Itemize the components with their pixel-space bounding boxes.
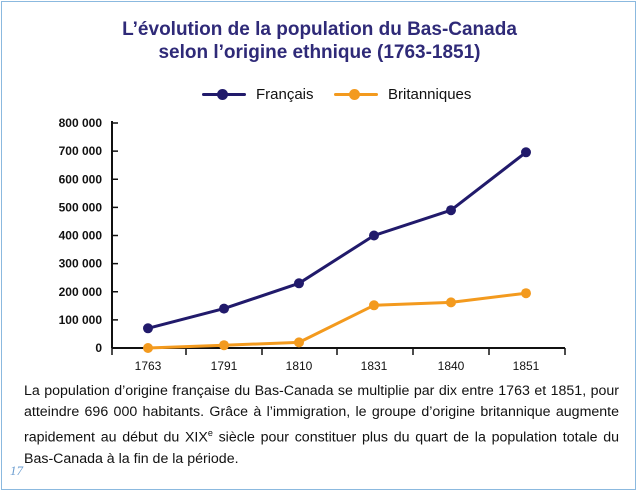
chart-title-line1: L’évolution de la population du Bas-Cana… bbox=[122, 19, 517, 40]
data-point-francais bbox=[294, 278, 304, 289]
figure-caption: La population d’origine française du Bas… bbox=[24, 381, 619, 470]
legend-item-britanniques: Britanniques bbox=[334, 84, 471, 104]
legend-swatch-francais bbox=[202, 84, 246, 104]
x-tick-label: 1851 bbox=[513, 359, 540, 373]
page-number: 17 bbox=[10, 463, 23, 478]
legend-swatch-britanniques bbox=[334, 84, 378, 104]
data-point-francais bbox=[446, 205, 456, 216]
y-tick-label: 200 000 bbox=[59, 285, 103, 299]
data-point-britanniques bbox=[521, 288, 531, 299]
legend-marker-britanniques bbox=[349, 89, 360, 100]
series-line-francais bbox=[146, 150, 528, 330]
chart-title: L’évolution de la population du Bas-Cana… bbox=[0, 18, 639, 64]
data-point-britanniques bbox=[446, 297, 456, 308]
x-tick-label: 1831 bbox=[361, 359, 388, 373]
y-tick-label: 700 000 bbox=[59, 144, 103, 158]
x-tick-label: 1810 bbox=[286, 359, 313, 373]
x-tick-label: 1840 bbox=[438, 359, 465, 373]
series-line-britanniques bbox=[146, 291, 528, 350]
data-point-britanniques bbox=[369, 300, 379, 311]
legend-item-francais: Français bbox=[202, 84, 314, 104]
legend-label-francais: Français bbox=[256, 85, 314, 103]
legend-marker-francais bbox=[217, 89, 228, 100]
chart-title-line2: selon l’origine ethnique (1763-1851) bbox=[158, 42, 481, 63]
y-tick-label: 400 000 bbox=[59, 229, 103, 243]
caption-century-sup: e bbox=[207, 428, 213, 438]
caption-century: XIX bbox=[184, 429, 208, 446]
chart-legend: Français Britanniques bbox=[0, 84, 639, 104]
y-tick-label: 300 000 bbox=[59, 257, 103, 271]
data-point-francais bbox=[219, 303, 229, 314]
x-tick-label: 1791 bbox=[211, 359, 238, 373]
y-tick-label: 0 bbox=[95, 341, 102, 355]
y-tick-label: 800 000 bbox=[59, 116, 103, 130]
data-point-britanniques bbox=[294, 337, 304, 348]
y-tick-label: 100 000 bbox=[59, 313, 103, 327]
data-point-britanniques bbox=[219, 340, 229, 351]
data-point-francais bbox=[369, 230, 379, 241]
y-tick-label: 500 000 bbox=[59, 200, 103, 214]
caption-part2: siècle pour constituer plus du quart de … bbox=[24, 429, 619, 467]
caption-part1: La population d’origine française du Bas… bbox=[24, 383, 619, 446]
data-point-britanniques bbox=[143, 343, 153, 353]
legend-label-britanniques: Britanniques bbox=[388, 85, 472, 103]
data-point-francais bbox=[143, 323, 153, 334]
y-tick-label: 600 000 bbox=[59, 172, 103, 186]
data-point-francais bbox=[521, 147, 531, 158]
x-tick-label: 1763 bbox=[135, 359, 162, 373]
